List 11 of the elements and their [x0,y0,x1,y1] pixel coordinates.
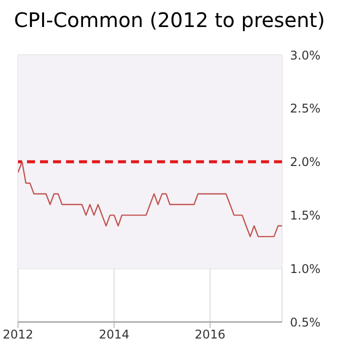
y-tick-label: 2.5% [290,102,320,116]
y-tick-label: 1.5% [290,208,320,222]
line-series [18,161,282,238]
x-tick-label: 2014 [98,328,130,342]
y-tick-label: 3.0% [290,48,320,62]
y-tick-label: 2.0% [290,155,320,170]
x-tick-label: 2012 [2,328,34,342]
y-tick-label: 0.5% [290,315,320,330]
chart-title: CPI-Common (2012 to present) [13,8,326,32]
y-tick-label: 1.0% [290,262,320,276]
x-tick-label: 2016 [194,328,226,342]
